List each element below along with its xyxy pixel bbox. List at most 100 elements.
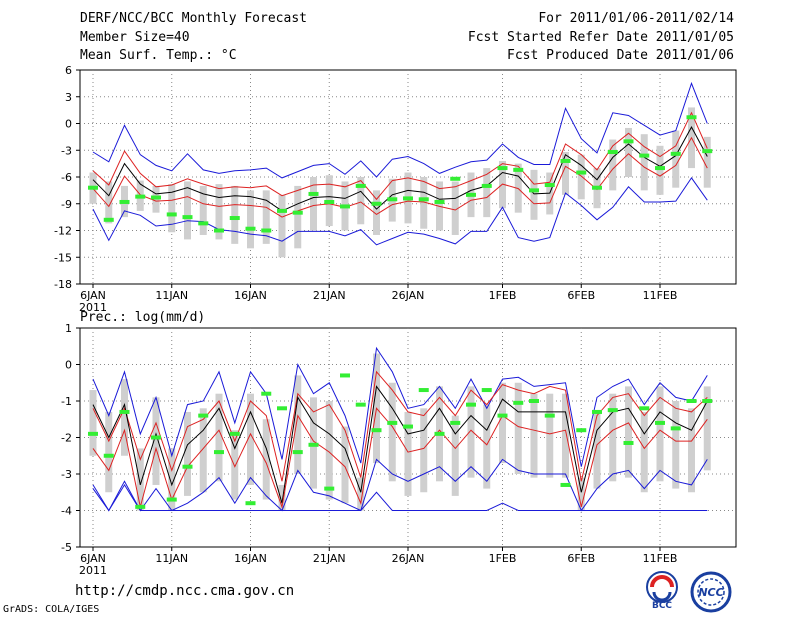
- precip-range-bar: [388, 382, 396, 482]
- precip-member-mark: [308, 442, 319, 447]
- precip-range-bar: [688, 408, 695, 493]
- precip-series-upper-envelope: [92, 346, 708, 467]
- precip-range-bar: [231, 430, 239, 500]
- precip-ytick-label: -2: [61, 432, 72, 445]
- precip-member-mark: [623, 440, 634, 445]
- bcc-logo-text: BCC: [652, 601, 672, 610]
- precip-xtick-label: 21JAN: [313, 552, 346, 565]
- temp-xtick-label: 16JAN: [234, 289, 267, 302]
- precip-range-bar: [136, 448, 144, 511]
- temp-range-bar: [262, 190, 270, 244]
- header-started-refer-date: Fcst Started Refer Date 2011/01/05: [467, 30, 734, 45]
- temp-ytick-label: 3: [65, 91, 72, 104]
- precip-series-lower-envelope: [92, 458, 708, 512]
- temp-panel: -18 -15 -12 -9 -6 -3 0 3 6 6JAN 11JAN 16JAN 21JAN 26J…: [54, 64, 736, 314]
- footer-url[interactable]: http://cmdp.ncc.cma.gov.cn: [75, 583, 295, 599]
- precip-ytick-label: 1: [65, 322, 72, 335]
- temp-member-mark: [292, 210, 303, 215]
- precip-member-mark: [198, 413, 209, 418]
- precip-range-bar: [546, 393, 554, 478]
- precip-range-bar: [530, 393, 538, 478]
- temp-member-mark: [481, 183, 492, 188]
- precip-member-mark: [245, 501, 256, 506]
- precip-member-mark: [450, 420, 461, 425]
- temp-member-mark: [544, 183, 555, 188]
- temp-member-mark: [103, 217, 114, 222]
- temp-member-mark: [245, 226, 256, 231]
- temp-range-bar: [562, 152, 569, 195]
- precip-member-mark: [576, 428, 587, 433]
- temp-member-mark: [655, 166, 665, 171]
- temp-member-mark: [686, 115, 697, 120]
- temp-member-mark: [371, 201, 382, 206]
- precip-member-mark: [88, 431, 98, 436]
- temp-range-bar: [703, 136, 711, 188]
- temp-ytick-label: -3: [61, 144, 72, 157]
- precip-range-bar: [247, 393, 254, 485]
- precip-range-bar: [609, 393, 617, 482]
- temp-member-mark: [88, 185, 98, 190]
- temp-range-bar: [105, 181, 113, 224]
- precip-series-upper-spread: [92, 370, 708, 482]
- precip-range-bar: [499, 382, 506, 464]
- precip-range-bar: [562, 393, 569, 478]
- temp-member-mark: [261, 228, 272, 233]
- temp-range-bar: [184, 181, 191, 240]
- temp-member-mark: [355, 183, 366, 188]
- precip-member-mark: [544, 413, 555, 418]
- precip-range-bar: [341, 426, 349, 504]
- temp-series-lower-spread: [92, 136, 708, 218]
- precip-range-bar: [593, 411, 601, 489]
- temp-range-bar: [672, 130, 680, 188]
- precip-range-bar: [640, 411, 648, 493]
- temp-ytick-label: 0: [65, 118, 72, 131]
- precip-range-bar: [262, 419, 270, 500]
- temp-range-bar: [483, 168, 491, 218]
- temp-member-mark: [308, 191, 319, 196]
- temp-year-label: 2011: [79, 301, 107, 314]
- precip-range-bar: [325, 401, 333, 500]
- precip-member-mark: [418, 388, 429, 393]
- temp-ytick-label: -9: [61, 198, 72, 211]
- temp-xtick-label: 6JAN: [80, 289, 106, 302]
- temp-range-bar: [278, 194, 286, 258]
- precip-member-mark: [166, 497, 177, 502]
- precip-panel-title: Prec.: log(mm/d): [80, 310, 206, 325]
- precip-member-mark: [497, 413, 508, 418]
- temp-member-mark: [229, 216, 240, 221]
- temp-member-mark: [214, 228, 224, 233]
- precip-range-bar: [294, 375, 302, 474]
- temp-range-bar: [199, 185, 207, 235]
- precip-member-mark: [229, 431, 240, 436]
- precip-member-mark: [655, 420, 665, 425]
- precip-range-bar: [199, 408, 207, 493]
- precip-series-ensemble-mean: [92, 385, 708, 504]
- precip-member-mark: [434, 431, 445, 436]
- temp-member-mark: [623, 139, 634, 144]
- temp-range-bar: [168, 184, 176, 233]
- precip-range-bar: [577, 477, 585, 511]
- precip-member-mark: [387, 420, 398, 425]
- precip-member-mark: [702, 399, 713, 403]
- precip-member-mark: [292, 450, 303, 455]
- temp-member-mark: [513, 167, 524, 172]
- header-forecast-period: For 2011/01/06-2011/02/14: [538, 11, 734, 26]
- precip-member-mark: [135, 504, 146, 509]
- precip-member-mark: [261, 391, 272, 396]
- precip-range-bar: [215, 393, 223, 482]
- precip-xtick-label: 6JAN: [80, 552, 106, 565]
- temp-member-mark: [119, 199, 130, 204]
- precip-member-mark: [355, 402, 366, 407]
- temp-member-mark: [639, 153, 650, 158]
- ncc-logo: NCC: [688, 570, 734, 614]
- precip-range-bar: [467, 386, 475, 478]
- precip-member-mark: [371, 428, 382, 433]
- precip-ytick-label: -4: [61, 505, 72, 518]
- precip-member-mark: [466, 402, 476, 407]
- temp-range-bar: [247, 190, 254, 249]
- precip-series-lower-spread: [92, 407, 708, 509]
- precip-xtick-label: 11FEB: [643, 552, 678, 565]
- temp-member-mark: [198, 221, 209, 226]
- temp-member-mark: [340, 204, 350, 209]
